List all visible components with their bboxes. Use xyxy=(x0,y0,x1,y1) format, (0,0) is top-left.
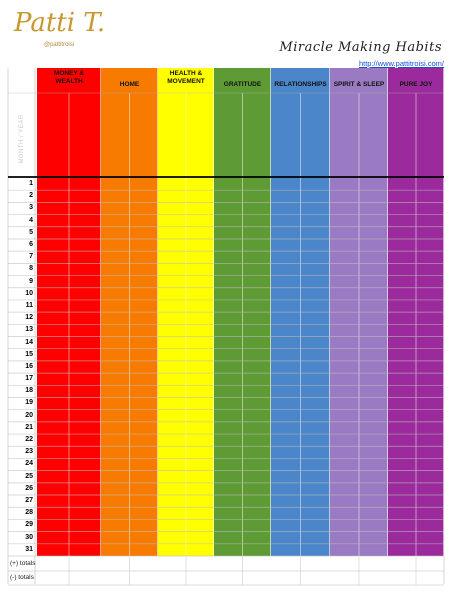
day-number: 15 xyxy=(25,350,33,358)
day-number: 30 xyxy=(25,533,33,541)
column-label: PURE JOY xyxy=(399,81,433,88)
day-number: 28 xyxy=(25,509,33,517)
day-number: 26 xyxy=(25,484,33,492)
row-header: MONTH / YEAR xyxy=(19,114,25,164)
day-number: 31 xyxy=(25,545,33,553)
day-number: 4 xyxy=(29,216,33,224)
day-number: 23 xyxy=(25,448,33,456)
day-number: 5 xyxy=(29,228,33,236)
day-number: 12 xyxy=(25,314,33,322)
day-number: 27 xyxy=(25,497,33,505)
column-label: MONEY & WEALTH xyxy=(53,70,85,85)
day-number: 17 xyxy=(25,375,33,383)
day-number: 24 xyxy=(25,460,33,468)
day-number: 13 xyxy=(25,326,33,334)
day-number: 25 xyxy=(25,472,33,480)
total-label: (-) totals xyxy=(10,574,34,581)
column-label: RELATIONSHIPS xyxy=(274,81,327,88)
day-number: 22 xyxy=(25,436,33,444)
day-number: 8 xyxy=(29,265,33,273)
total-label: (+) totals xyxy=(10,560,36,567)
day-number: 20 xyxy=(25,411,33,419)
day-number: 29 xyxy=(25,521,33,529)
day-number: 18 xyxy=(25,387,33,395)
day-number: 7 xyxy=(29,253,33,261)
day-number: 9 xyxy=(29,277,33,285)
day-number: 19 xyxy=(25,399,33,407)
day-number: 14 xyxy=(25,338,33,346)
handle: @pattitroisi xyxy=(44,42,75,48)
brand: Patti T. xyxy=(14,8,106,38)
day-number: 3 xyxy=(29,204,33,212)
day-number: 11 xyxy=(25,301,33,309)
title: Miracle Making Habits xyxy=(279,40,442,55)
day-number: 10 xyxy=(25,289,33,297)
column-label: SPIRIT & SLEEP xyxy=(333,81,385,88)
day-number: 6 xyxy=(29,240,33,248)
url[interactable]: http://www.pattitroisi.com/ xyxy=(358,59,444,68)
day-number: 1 xyxy=(29,180,33,187)
day-number: 2 xyxy=(29,192,33,200)
column-label: GRATITUDE xyxy=(223,81,262,88)
day-number: 16 xyxy=(25,362,33,370)
column-label: HEALTH & MOVEMENT xyxy=(167,70,205,85)
column-label: HOME xyxy=(119,81,140,88)
day-number: 21 xyxy=(25,423,33,431)
